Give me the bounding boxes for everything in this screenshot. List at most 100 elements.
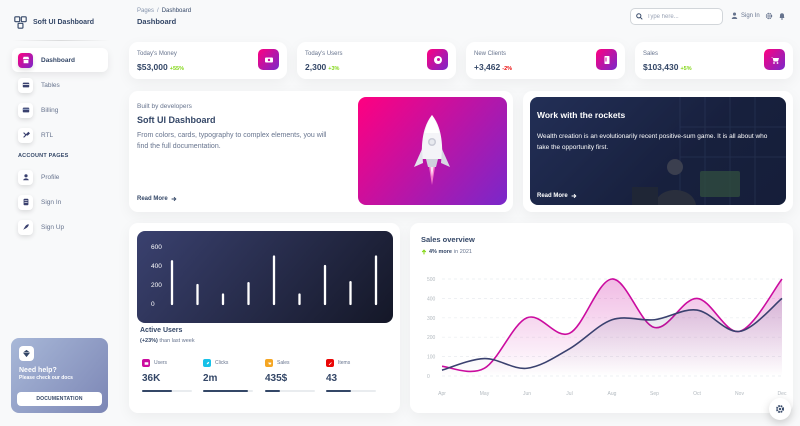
search-input[interactable] bbox=[647, 13, 717, 20]
kpi-sales: Sales 435$ bbox=[265, 359, 321, 392]
kpi-label: Items bbox=[338, 360, 351, 366]
sidebar: Soft UI Dashboard Dashboard Tables Billi… bbox=[0, 0, 118, 426]
series-line bbox=[441, 297, 783, 371]
developers-card: Built by developers Soft UI Dashboard Fr… bbox=[129, 91, 513, 212]
search-box[interactable] bbox=[630, 8, 723, 25]
sidebar-item-dashboard[interactable]: Dashboard bbox=[12, 48, 108, 72]
kpi-value: 2m bbox=[203, 373, 218, 384]
help-title: Need help? bbox=[19, 367, 57, 374]
rocket-icon bbox=[203, 359, 211, 367]
user-icon bbox=[18, 169, 33, 185]
stat-change: +3% bbox=[328, 66, 340, 72]
signin-label: Sign In bbox=[741, 12, 760, 19]
sidebar-item-tables[interactable]: Tables bbox=[12, 73, 108, 97]
brand-name: Soft UI Dashboard bbox=[33, 18, 95, 26]
sidebar-item-label: RTL bbox=[41, 131, 54, 139]
cart-icon bbox=[764, 49, 785, 70]
x-tick-label: Sep bbox=[650, 391, 659, 397]
kpi-progress bbox=[265, 390, 315, 392]
breadcrumb-root[interactable]: Pages bbox=[137, 8, 155, 14]
y-tick-label: 500 bbox=[427, 277, 436, 283]
sidebar-item-label: Profile bbox=[41, 173, 60, 181]
sidebar-item-label: Tables bbox=[41, 81, 60, 89]
stat-value: $103,430 +5% bbox=[643, 62, 692, 72]
sidebar-item-rtl[interactable]: RTL bbox=[12, 123, 108, 147]
active-users-card: 600 400 200 0 Active Users (+23%) than last… bbox=[129, 223, 400, 413]
stat-card-money: Today's Money $53,000 +55% bbox=[129, 42, 287, 79]
kpi-progress bbox=[326, 390, 376, 392]
stat-card-clients: New Clients +3,462 -2% bbox=[466, 42, 625, 79]
arrow-right-icon bbox=[571, 193, 577, 199]
sidebar-item-billing[interactable]: Billing bbox=[12, 98, 108, 122]
settings-button[interactable] bbox=[769, 398, 791, 420]
signin-link[interactable]: Sign In bbox=[731, 12, 760, 19]
stat-value: 2,300 +3% bbox=[305, 62, 340, 72]
developers-title: Soft UI Dashboard bbox=[137, 115, 216, 125]
page-title: Dashboard bbox=[137, 17, 177, 26]
sidebar-item-label: Billing bbox=[41, 106, 59, 114]
documentation-button[interactable]: DOCUMENTATION bbox=[17, 392, 102, 406]
rocket-icon bbox=[18, 219, 33, 235]
read-more-link[interactable]: Read More bbox=[137, 196, 177, 202]
read-more-label: Read More bbox=[537, 193, 568, 199]
shop-icon bbox=[18, 52, 33, 68]
x-tick-label: Aug bbox=[608, 391, 617, 397]
stat-change: -2% bbox=[502, 66, 513, 72]
kpi-progress bbox=[203, 390, 253, 392]
cart-icon bbox=[265, 359, 273, 367]
x-tick-label: Dec bbox=[778, 391, 787, 397]
y-tick-label: 0 bbox=[151, 301, 155, 308]
series-area bbox=[442, 298, 782, 376]
sidebar-item-profile[interactable]: Profile bbox=[12, 165, 108, 189]
search-icon bbox=[636, 13, 643, 20]
rockets-title: Work with the rockets bbox=[537, 110, 626, 120]
stat-label: New Clients bbox=[474, 51, 507, 57]
y-tick-label: 400 bbox=[427, 296, 436, 302]
breadcrumb-current: Dashboard bbox=[161, 8, 192, 14]
stat-value: $53,000 +55% bbox=[137, 62, 184, 72]
rocket-icon bbox=[414, 115, 450, 185]
x-tick-label: Apr bbox=[438, 391, 446, 397]
kpi-value: 36K bbox=[142, 373, 161, 384]
document-icon bbox=[18, 194, 33, 210]
x-tick-label: Jun bbox=[523, 391, 531, 397]
kpi-value: 43 bbox=[326, 373, 338, 384]
help-subtitle: Please check our docs bbox=[19, 375, 73, 381]
y-tick-label: 300 bbox=[427, 316, 436, 322]
brand[interactable]: Soft UI Dashboard bbox=[14, 13, 94, 31]
x-tick-label: Nov bbox=[735, 391, 744, 397]
rocket-illustration bbox=[358, 97, 507, 205]
kpi-clicks: Clicks 2m bbox=[203, 359, 259, 392]
sidebar-item-sign-in[interactable]: Sign In bbox=[12, 190, 108, 214]
active-users-chart: 600 400 200 0 bbox=[137, 231, 393, 323]
y-tick-label: 200 bbox=[151, 282, 162, 289]
read-more-link[interactable]: Read More bbox=[537, 193, 577, 199]
rockets-banner: Work with the rockets Wealth creation is… bbox=[530, 97, 786, 205]
breadcrumb: Pages / Dashboard bbox=[137, 8, 191, 14]
kpi-items: Items 43 bbox=[326, 359, 382, 392]
section-title: ACCOUNT PAGES bbox=[18, 153, 69, 159]
gear-icon[interactable] bbox=[765, 12, 773, 20]
developers-eyebrow: Built by developers bbox=[137, 103, 192, 110]
y-tick-label: 600 bbox=[151, 244, 162, 251]
sales-overview-subtitle: 4% more in 2021 bbox=[421, 249, 472, 255]
x-tick-label: May bbox=[480, 391, 490, 397]
user-icon bbox=[731, 12, 738, 19]
breadcrumb-separator: / bbox=[157, 8, 159, 14]
y-tick-label: 400 bbox=[151, 263, 162, 270]
table-icon bbox=[18, 77, 33, 93]
stat-label: Sales bbox=[643, 51, 659, 57]
y-tick-label: 100 bbox=[427, 355, 436, 361]
arrow-up-icon bbox=[421, 249, 427, 255]
stat-value: +3,462 -2% bbox=[474, 62, 513, 72]
arrow-right-icon bbox=[171, 196, 177, 202]
kpi-label: Clicks bbox=[215, 360, 229, 366]
bell-icon[interactable] bbox=[778, 12, 786, 20]
kpi-value: 435$ bbox=[265, 373, 288, 384]
kpi-label: Users bbox=[154, 360, 168, 366]
sidebar-item-sign-up[interactable]: Sign Up bbox=[12, 215, 108, 239]
rockets-card: Work with the rockets Wealth creation is… bbox=[523, 91, 793, 212]
active-users-subtitle: (+23%) than last week bbox=[140, 338, 195, 344]
kpi-label: Sales bbox=[277, 360, 290, 366]
stat-label: Today's Users bbox=[305, 51, 343, 57]
